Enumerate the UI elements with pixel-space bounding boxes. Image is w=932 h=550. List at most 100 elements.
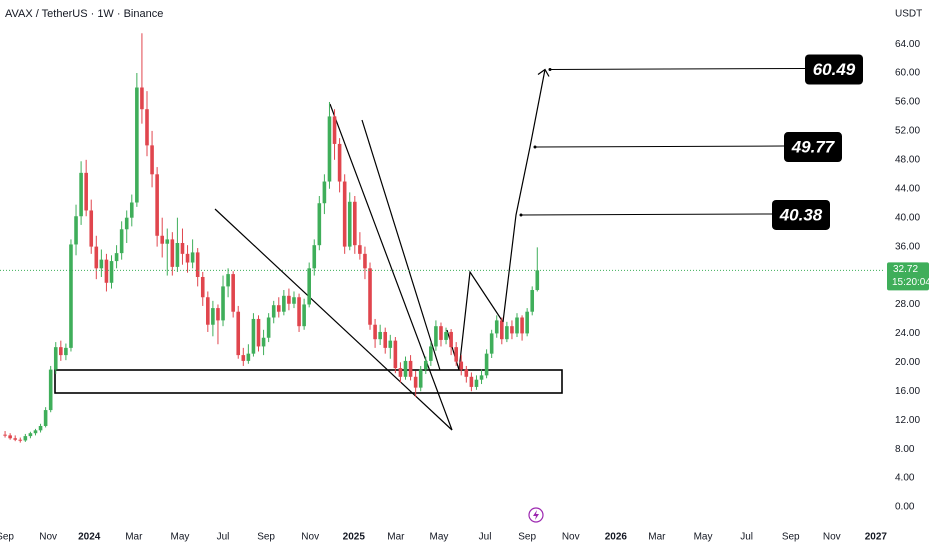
price-tag [887, 262, 929, 291]
candle-body [423, 360, 428, 370]
candle-body [368, 268, 372, 325]
candle-body [464, 369, 469, 377]
candle-body [398, 368, 403, 377]
y-tick-label: 12.00 [895, 415, 920, 426]
candle-body [104, 259, 109, 283]
x-tick-label: Nov [562, 532, 580, 543]
candle-body [383, 331, 388, 348]
candle-body [241, 355, 246, 361]
candle-body [216, 308, 220, 321]
candle-body [124, 217, 129, 230]
candle-body [322, 181, 327, 204]
y-tick-label: 24.00 [895, 328, 920, 339]
candle-body [3, 434, 7, 436]
y-tick-label: 0.00 [895, 502, 915, 513]
candle-body [378, 331, 382, 340]
candle-body [236, 311, 241, 356]
x-tick-label: May [694, 532, 713, 543]
candle-body [74, 216, 78, 245]
candle-body [84, 172, 88, 211]
y-tick-label: 20.00 [895, 357, 920, 368]
candle-body [266, 317, 271, 338]
candle-body [510, 326, 514, 334]
arrow-head [537, 68, 550, 77]
candle-body [89, 210, 94, 247]
candle-body [515, 317, 519, 334]
x-tick-label: Sep [518, 532, 536, 543]
candle-body [312, 245, 317, 269]
price-tag-countdown: 15:20:04 [892, 277, 931, 288]
x-tick-label: Jul [217, 532, 230, 543]
candle-body [500, 320, 504, 340]
x-tick-label: May [170, 532, 189, 543]
candle-body [439, 326, 443, 340]
y-tick-label: 4.00 [895, 473, 915, 484]
candle-body [358, 245, 362, 254]
trend-line [361, 119, 441, 371]
x-tick-label: Jul [740, 532, 753, 543]
x-tick-label: Mar [648, 532, 666, 543]
candle-body [530, 290, 535, 312]
candle-body [150, 145, 154, 175]
candle-body [469, 376, 474, 387]
x-tick-label: Sep [0, 532, 14, 543]
candle-body [140, 87, 144, 110]
x-tick-label: Nov [39, 532, 57, 543]
x-tick-label: Sep [782, 532, 800, 543]
trend-line [214, 208, 453, 431]
candle-body [33, 430, 38, 434]
candle-body [200, 276, 205, 298]
target-box [772, 199, 830, 230]
y-tick-label: 40.00 [895, 212, 920, 223]
candle-body [484, 353, 489, 376]
x-tick-label: Jul [479, 532, 492, 543]
candle-body [59, 347, 63, 356]
candle-body [327, 116, 332, 182]
candle-body [408, 360, 413, 377]
y-axis-label: USDT [895, 9, 922, 20]
candle-body [8, 435, 12, 439]
x-tick-label: 2027 [865, 532, 888, 543]
candle-body [13, 438, 18, 440]
alert-icon [528, 507, 544, 523]
x-tick-label: 2026 [605, 532, 628, 543]
candle-body [135, 87, 139, 203]
candle-body [206, 297, 210, 325]
x-tick-label: 2025 [343, 532, 366, 543]
x-tick-label: Mar [387, 532, 405, 543]
candle-body [94, 246, 99, 269]
x-tick-label: Mar [125, 532, 143, 543]
icon-circle [528, 507, 544, 523]
candle-body [271, 305, 276, 318]
candle-body [69, 244, 73, 348]
candle-body [449, 331, 453, 348]
zigzag-line [446, 270, 504, 371]
target-line [534, 145, 785, 148]
candle-body [434, 326, 438, 347]
candle-body [535, 270, 540, 291]
candle-body [185, 253, 190, 263]
candle-body [525, 311, 529, 334]
candle-body [444, 331, 448, 340]
candle-body [180, 243, 185, 254]
candle-body [353, 201, 357, 246]
y-tick-label: 16.00 [895, 386, 920, 397]
x-tick-label: Nov [823, 532, 841, 543]
candle-body [287, 295, 291, 304]
x-tick-label: Nov [301, 532, 319, 543]
y-tick-label: 60.00 [895, 68, 920, 79]
candles [3, 33, 540, 443]
candle-body [282, 295, 286, 312]
x-tick-label: 2024 [78, 532, 101, 543]
trend-line [329, 103, 453, 431]
candle-body [53, 347, 58, 370]
chart-title: AVAX / TetherUS · 1W · Binance [5, 8, 163, 20]
candle-body [505, 326, 509, 340]
candle-body [429, 346, 433, 361]
candle-body [129, 202, 134, 218]
candle-body [165, 239, 170, 244]
x-tick-label: Sep [257, 532, 275, 543]
candle-body [454, 347, 458, 362]
candle-body [342, 181, 347, 247]
